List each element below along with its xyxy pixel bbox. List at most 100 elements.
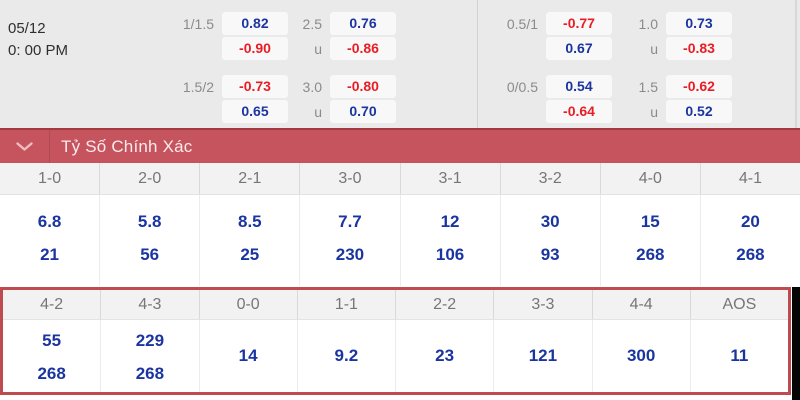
- match-date: 05/12: [8, 20, 46, 37]
- score-odds-cell-aos[interactable]: 11: [691, 320, 788, 392]
- score-odd-value: 11: [730, 346, 749, 365]
- score-odds-cell-4-1[interactable]: 20 268: [701, 195, 800, 286]
- score-odd-value: 229: [135, 331, 165, 350]
- score-label-2-2: 2-2: [396, 290, 495, 319]
- odds-value-button[interactable]: -0.62: [666, 75, 732, 98]
- score-odds-cell-4-2[interactable]: 55 268: [3, 320, 102, 392]
- odds-value-button[interactable]: 0.76: [330, 12, 396, 35]
- score-odds-cell-1-0[interactable]: 6.8 21: [0, 195, 101, 286]
- score-odd-value: 268: [636, 245, 665, 264]
- score-odd-value: 9.2: [334, 346, 359, 365]
- odds-line-label: 1/1.5: [182, 15, 214, 32]
- section-title: Tỷ Số Chính Xác: [61, 136, 193, 156]
- score-odds-cell-0-0[interactable]: 14: [200, 320, 298, 392]
- score-odds-cell-3-1[interactable]: 12 106: [401, 195, 501, 286]
- score-odd-value: 30: [540, 212, 560, 231]
- score-odds-cell-1-1[interactable]: 9.2: [298, 320, 396, 392]
- score-label-3-0: 3-0: [300, 163, 401, 194]
- score-label-4-4: 4-4: [593, 290, 691, 319]
- odds-line: -0.64: [482, 100, 614, 123]
- score-odd-value: 20: [740, 212, 760, 231]
- score-label-2-1: 2-1: [200, 163, 301, 194]
- score-label-4-0: 4-0: [601, 163, 701, 194]
- odds-line-label: 1.5: [638, 78, 658, 95]
- odds-group-4: 1.0 0.73 u -0.83 1.5 -0.62 u 0.52: [602, 12, 734, 125]
- score-value-row: 6.8 21 5.8 56 8.5 25 7.7 230 12 106 30 93 15 268 20 268: [0, 195, 800, 286]
- score-odds-cell-3-3[interactable]: 121: [494, 320, 593, 392]
- odds-line: 0.5/1 -0.77: [482, 12, 614, 35]
- odds-value-button[interactable]: 0.54: [546, 75, 612, 98]
- score-odds-cell-2-1[interactable]: 8.5 25: [200, 195, 301, 286]
- odds-line-label: u: [314, 103, 322, 120]
- score-odd-value: 300: [626, 346, 656, 365]
- score-odd-value: 15: [640, 212, 660, 231]
- score-odd-value: 106: [435, 245, 465, 264]
- odds-line-label: 0.5/1: [506, 15, 538, 32]
- odds-line: 0/0.5 0.54: [482, 75, 614, 98]
- score-odds-cell-3-2[interactable]: 30 93: [501, 195, 601, 286]
- odds-value-button[interactable]: -0.64: [546, 100, 612, 123]
- odds-value-button[interactable]: -0.73: [222, 75, 288, 98]
- score-odd-value: 23: [435, 346, 455, 365]
- odds-line: 1.0 0.73: [602, 12, 734, 35]
- screen-edge-strip: [792, 287, 800, 400]
- score-odd-value: 230: [335, 245, 365, 264]
- odds-line: -0.90: [158, 37, 290, 60]
- odds-value-button[interactable]: 0.67: [546, 37, 612, 60]
- odds-column-divider: [477, 0, 478, 128]
- score-label-4-2: 4-2: [3, 290, 102, 319]
- odds-value-button[interactable]: 0.73: [666, 12, 732, 35]
- correct-score-table-top: 1-0 2-0 2-1 3-0 3-1 3-2 4-0 4-1 6.8 21 5.8 56 8.5 25…: [0, 163, 800, 287]
- score-odd-value: 7.7: [338, 212, 362, 231]
- odds-value-button[interactable]: -0.86: [330, 37, 396, 60]
- score-label-3-2: 3-2: [501, 163, 601, 194]
- odds-line: u -0.86: [266, 37, 398, 60]
- score-label-1-0: 1-0: [0, 163, 101, 194]
- score-odds-cell-4-0[interactable]: 15 268: [601, 195, 701, 286]
- match-time: 0: 00 PM: [8, 42, 69, 59]
- score-odd-value: 14: [238, 346, 258, 365]
- odds-line: 0.67: [482, 37, 614, 60]
- odds-value-button[interactable]: 0.52: [666, 100, 732, 123]
- odds-line: 0.65: [158, 100, 290, 123]
- score-odd-value: 268: [736, 245, 765, 264]
- odds-value-button[interactable]: -0.90: [222, 37, 288, 60]
- score-label-0-0: 0-0: [200, 290, 298, 319]
- score-label-2-0: 2-0: [100, 163, 201, 194]
- chevron-down-icon[interactable]: [0, 130, 49, 163]
- odds-line: 1.5/2 -0.73: [158, 75, 290, 98]
- score-odd-value: 6.8: [37, 212, 62, 231]
- score-odds-cell-2-2[interactable]: 23: [396, 320, 495, 392]
- score-value-row: 55 268 229 268 14 9.2 23 121 300 11: [3, 320, 788, 392]
- score-odds-cell-2-0[interactable]: 5.8 56: [100, 195, 201, 286]
- odds-line-label: 3.0: [302, 78, 322, 95]
- score-odd-value: 55: [42, 331, 62, 350]
- odds-line: u -0.83: [602, 37, 734, 60]
- odds-line-label: 2.5: [302, 15, 322, 32]
- odds-line-label: u: [314, 40, 322, 57]
- odds-group-1: 1/1.5 0.82 -0.90 1.5/2 -0.73 0.65: [158, 12, 290, 125]
- odds-value-button[interactable]: 0.82: [222, 12, 288, 35]
- score-odd-value: 21: [40, 245, 60, 264]
- score-odds-cell-3-0[interactable]: 7.7 230: [300, 195, 401, 286]
- odds-value-button[interactable]: 0.65: [222, 100, 288, 123]
- correct-score-table-bottom: 4-2 4-3 0-0 1-1 2-2 3-3 4-4 AOS 55 268 229 268 14 9.…: [0, 287, 791, 395]
- odds-value-button[interactable]: 0.70: [330, 100, 396, 123]
- odds-line-label: u: [650, 103, 658, 120]
- score-odds-cell-4-3[interactable]: 229 268: [101, 320, 200, 392]
- score-odd-value: 8.5: [237, 212, 262, 231]
- odds-line-label: u: [650, 40, 658, 57]
- match-datetime: 05/12 0: 00 PM: [8, 18, 68, 62]
- header-divider: [49, 130, 50, 163]
- score-odds-cell-4-4[interactable]: 300: [593, 320, 691, 392]
- score-odd-value: 268: [135, 364, 165, 383]
- odds-value-button[interactable]: -0.77: [546, 12, 612, 35]
- odds-line: 1/1.5 0.82: [158, 12, 290, 35]
- odds-line-label: 0/0.5: [506, 78, 538, 95]
- odds-value-button[interactable]: -0.83: [666, 37, 732, 60]
- correct-score-section-header[interactable]: Tỷ Số Chính Xác: [0, 128, 800, 163]
- odds-line-label: 1.5/2: [182, 78, 214, 95]
- odds-value-button[interactable]: -0.80: [330, 75, 396, 98]
- score-odd-value: 56: [140, 245, 160, 264]
